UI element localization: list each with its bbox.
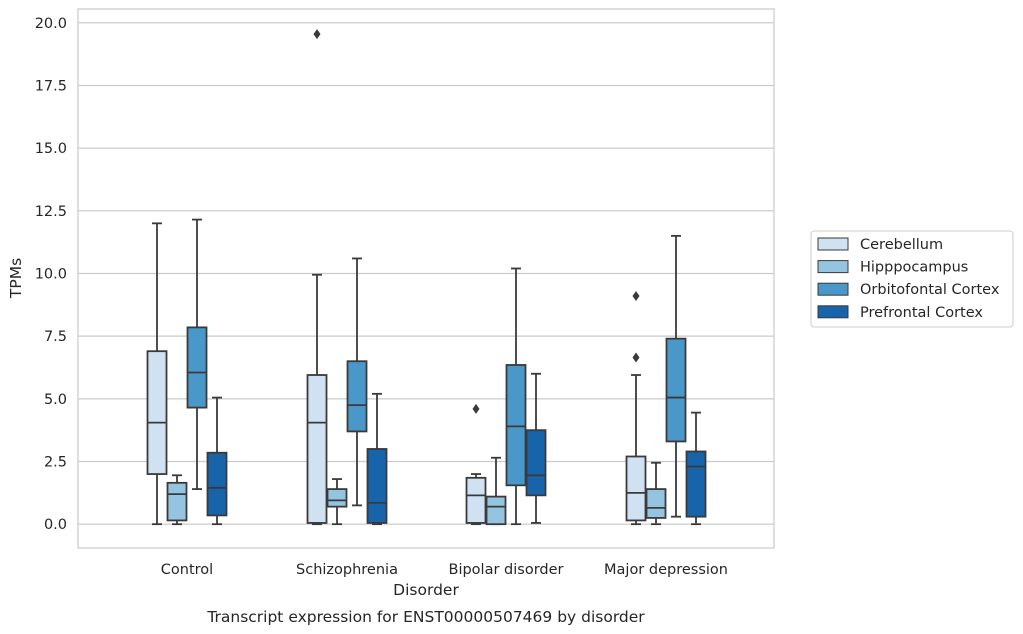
iqr-box	[625, 455, 647, 522]
grid-layer	[78, 22, 774, 525]
legend-label: Orbitofontal Cortex	[860, 282, 1000, 298]
box-4-3	[665, 234, 687, 518]
y-tick-label: 12.5	[35, 204, 67, 220]
iqr-box	[166, 481, 188, 522]
box-2-4	[366, 392, 388, 526]
iqr-box	[346, 360, 368, 433]
outlier-point	[632, 352, 640, 363]
x-tick-label: Control	[161, 562, 213, 578]
box-2-2	[326, 478, 348, 526]
iqr-box	[326, 488, 348, 508]
box-3-2	[485, 456, 507, 526]
legend-label: Prefrontal Cortex	[860, 305, 983, 321]
box-4-4	[685, 411, 707, 526]
legend-swatch	[817, 237, 849, 251]
legend-swatch	[817, 305, 849, 319]
y-tick-label: 5.0	[44, 392, 67, 408]
x-tick-label: Schizophrenia	[296, 562, 398, 578]
box-1-3	[186, 218, 208, 490]
iqr-box	[685, 450, 707, 518]
box-4-2	[645, 461, 667, 526]
legend-swatch	[817, 282, 849, 296]
iqr-box	[465, 476, 487, 524]
legend-item: Orbitofontal Cortex	[817, 282, 1000, 298]
legend-items: Cerebellum Hipppocampus Orbitofontal Corte…	[817, 237, 1000, 321]
y-tick-label: 0.0	[44, 517, 67, 533]
iqr-box	[525, 429, 547, 497]
y-tick-label: 10.0	[35, 266, 67, 282]
iqr-box	[665, 337, 687, 443]
x-axis-label: Disorder	[393, 581, 459, 599]
box-1-4	[206, 396, 228, 526]
iqr-box	[186, 326, 208, 409]
y-tick-label: 15.0	[35, 141, 67, 157]
chart-caption: Transcript expression for ENST0000050746…	[206, 608, 645, 626]
legend-frame	[810, 230, 1014, 328]
iqr-box	[505, 364, 527, 487]
legend-label: Hipppocampus	[860, 260, 968, 276]
plot-frame	[77, 8, 775, 549]
y-tick-label: 17.5	[35, 78, 67, 94]
iqr-box	[645, 488, 667, 519]
box-2-3	[346, 257, 368, 507]
box-3-4	[525, 372, 547, 524]
y-tick-label: 7.5	[44, 329, 67, 345]
legend: Cerebellum Hipppocampus Orbitofontal Corte…	[810, 230, 1014, 328]
box-layer	[146, 29, 707, 526]
iqr-box	[206, 451, 228, 517]
iqr-box	[366, 448, 388, 524]
box-1-2	[166, 474, 188, 526]
y-tick-label: 20.0	[35, 16, 67, 32]
box-3-1	[465, 403, 487, 526]
iqr-box	[306, 374, 328, 524]
x-tick-label: Bipolar disorder	[449, 562, 564, 578]
box-2-1	[306, 29, 328, 526]
legend-swatch	[817, 260, 849, 274]
legend-item: Cerebellum	[817, 237, 943, 253]
iqr-box	[146, 350, 168, 475]
outlier-point	[632, 291, 640, 302]
legend-item: Hipppocampus	[817, 260, 968, 276]
outlier-point	[472, 403, 480, 414]
y-axis-label: TPMs	[7, 258, 25, 299]
legend-label: Cerebellum	[860, 237, 943, 253]
iqr-box	[485, 495, 507, 526]
box-1-1	[146, 222, 168, 526]
legend-item: Prefrontal Cortex	[817, 305, 983, 321]
outlier-point	[313, 29, 321, 40]
y-tick-label: 2.5	[44, 455, 67, 471]
x-tick-label: Major depression	[604, 562, 728, 578]
box-3-3	[505, 267, 527, 526]
axis-layer: TPMs Disorder Transcript expression for …	[7, 8, 775, 626]
box-4-1	[625, 291, 647, 526]
